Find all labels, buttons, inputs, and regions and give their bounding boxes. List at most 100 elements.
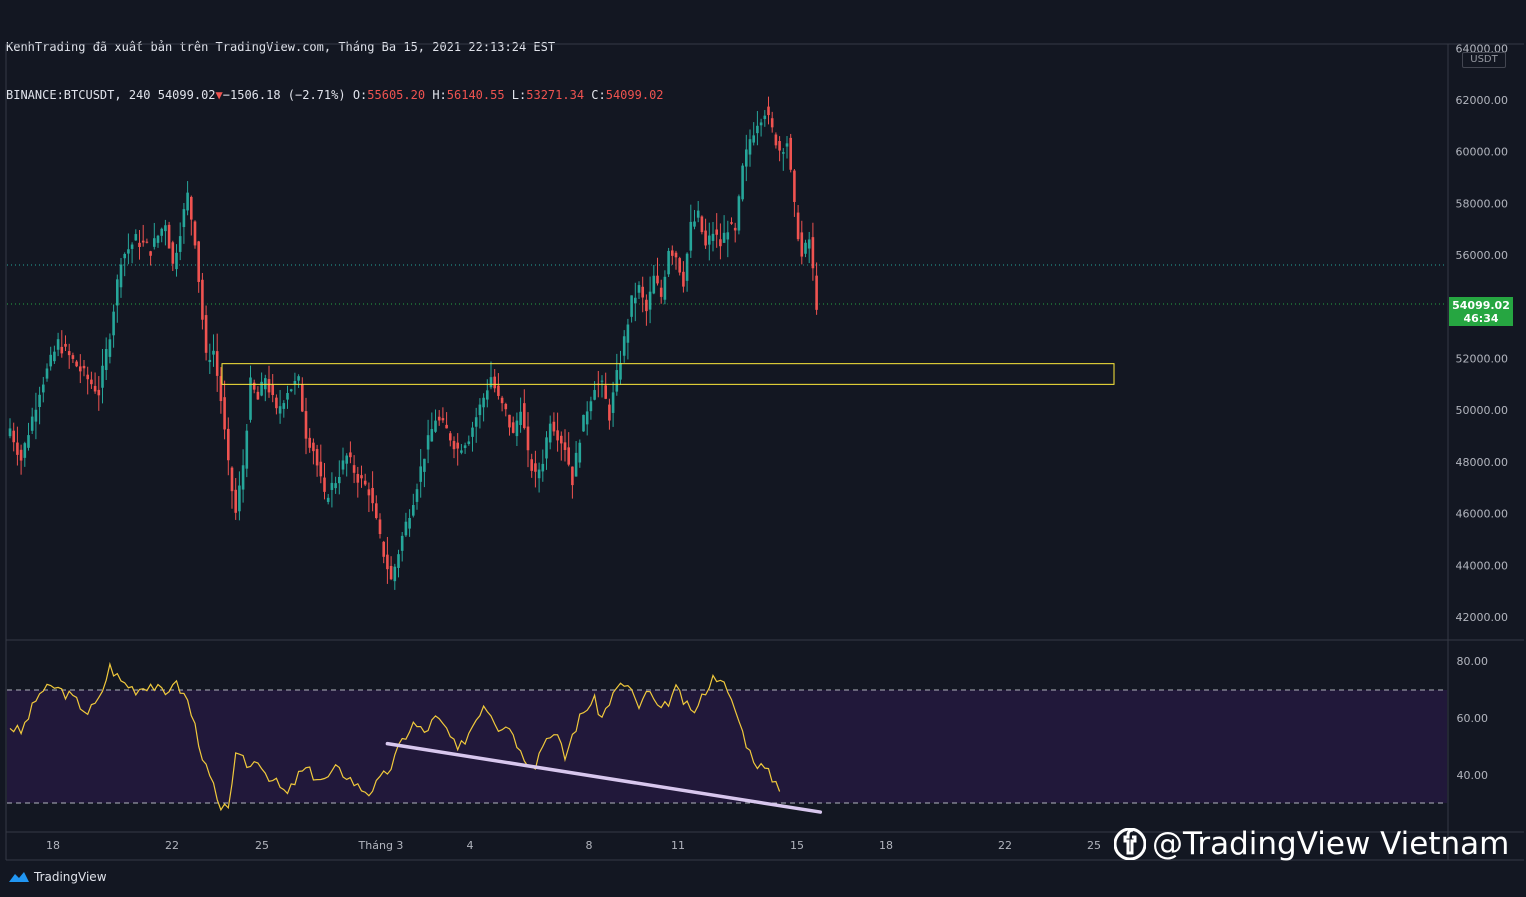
candle <box>38 386 41 425</box>
low-value: 53271.34 <box>526 88 585 102</box>
candle <box>363 473 367 487</box>
candle <box>689 204 693 258</box>
candle <box>141 224 145 247</box>
currency-label[interactable]: USDT <box>1462 52 1506 68</box>
candle <box>552 412 556 436</box>
candle <box>815 262 818 315</box>
candle <box>434 409 437 433</box>
candle <box>796 205 800 242</box>
support-resistance-zone[interactable] <box>221 363 1115 385</box>
candle <box>578 439 582 468</box>
price-tick-label: 58000.00 <box>1456 197 1509 210</box>
candle <box>249 365 252 423</box>
candle <box>104 337 108 381</box>
candle <box>208 343 212 375</box>
candle <box>397 549 400 578</box>
low-label: L: <box>511 88 527 102</box>
price-tick-label: 52000.00 <box>1456 353 1509 366</box>
candle <box>271 374 274 403</box>
candle <box>730 217 733 225</box>
candle <box>408 509 411 537</box>
candle <box>138 230 141 260</box>
candle <box>526 412 530 468</box>
candle <box>530 453 533 478</box>
candle <box>804 239 807 258</box>
candle <box>330 472 334 508</box>
candle <box>600 375 604 398</box>
candle <box>312 438 315 465</box>
candle <box>719 223 722 260</box>
candle <box>86 366 89 395</box>
candle <box>585 401 589 436</box>
time-tick-label: 18 <box>879 839 893 852</box>
candle <box>752 122 755 146</box>
candle <box>789 133 792 173</box>
candle <box>441 407 445 423</box>
rsi-trendline[interactable] <box>385 741 823 814</box>
candle <box>238 471 241 521</box>
rsi-axis: 40.00 60.00 80.00 <box>1457 655 1489 782</box>
candle <box>60 330 64 358</box>
price-tick-label: 42000.00 <box>1456 611 1509 624</box>
candle <box>267 365 271 398</box>
candle <box>367 482 371 513</box>
candle <box>286 385 289 409</box>
candle <box>452 436 456 459</box>
candle <box>745 134 748 182</box>
candlestick-series <box>8 96 818 590</box>
candle <box>726 220 730 258</box>
candle <box>167 221 171 249</box>
candle <box>463 442 467 454</box>
high-label: H: <box>432 88 447 102</box>
footer-brand-text: TradingView <box>34 870 107 884</box>
candle <box>556 412 559 452</box>
candle <box>212 334 215 367</box>
candle <box>759 118 763 137</box>
candle <box>227 417 230 476</box>
candle <box>34 392 38 440</box>
candle <box>145 238 149 244</box>
candle <box>493 369 496 393</box>
candle <box>811 222 815 281</box>
price-tick-label: 60000.00 <box>1456 146 1509 159</box>
price-tick-label: 44000.00 <box>1456 559 1509 572</box>
tradingview-footer-logo[interactable]: TradingView <box>8 870 107 884</box>
candle <box>382 540 385 564</box>
candle <box>204 305 208 361</box>
candle <box>534 450 537 488</box>
candle <box>667 247 670 277</box>
candle <box>301 377 304 413</box>
candle <box>685 252 689 292</box>
candle <box>423 458 426 488</box>
candle <box>393 563 397 590</box>
price-change: −1506.18 (−2.71%) <box>222 88 346 102</box>
candle <box>807 231 811 264</box>
candle <box>219 367 223 414</box>
candle <box>30 407 34 435</box>
candle <box>75 359 78 368</box>
price-tick-label: 56000.00 <box>1456 249 1509 262</box>
candle <box>230 466 234 509</box>
candle <box>404 512 408 538</box>
candle <box>49 346 52 371</box>
candle <box>671 245 674 265</box>
candle <box>704 218 707 249</box>
current-price-value: 54099.02 <box>1452 299 1510 312</box>
candle <box>304 397 308 455</box>
candle <box>334 476 337 494</box>
candle <box>308 428 311 453</box>
candle <box>715 213 718 248</box>
candle <box>412 493 415 518</box>
high-value: 56140.55 <box>446 88 505 102</box>
candle <box>456 433 459 466</box>
candle <box>574 441 578 477</box>
candle <box>19 444 23 475</box>
candle <box>326 494 330 505</box>
candle <box>537 462 541 493</box>
current-price-tag: 54099.02 46:34 <box>1449 297 1513 326</box>
candle <box>770 111 774 133</box>
candle <box>112 304 115 348</box>
candle <box>345 453 348 477</box>
candle <box>622 330 626 363</box>
